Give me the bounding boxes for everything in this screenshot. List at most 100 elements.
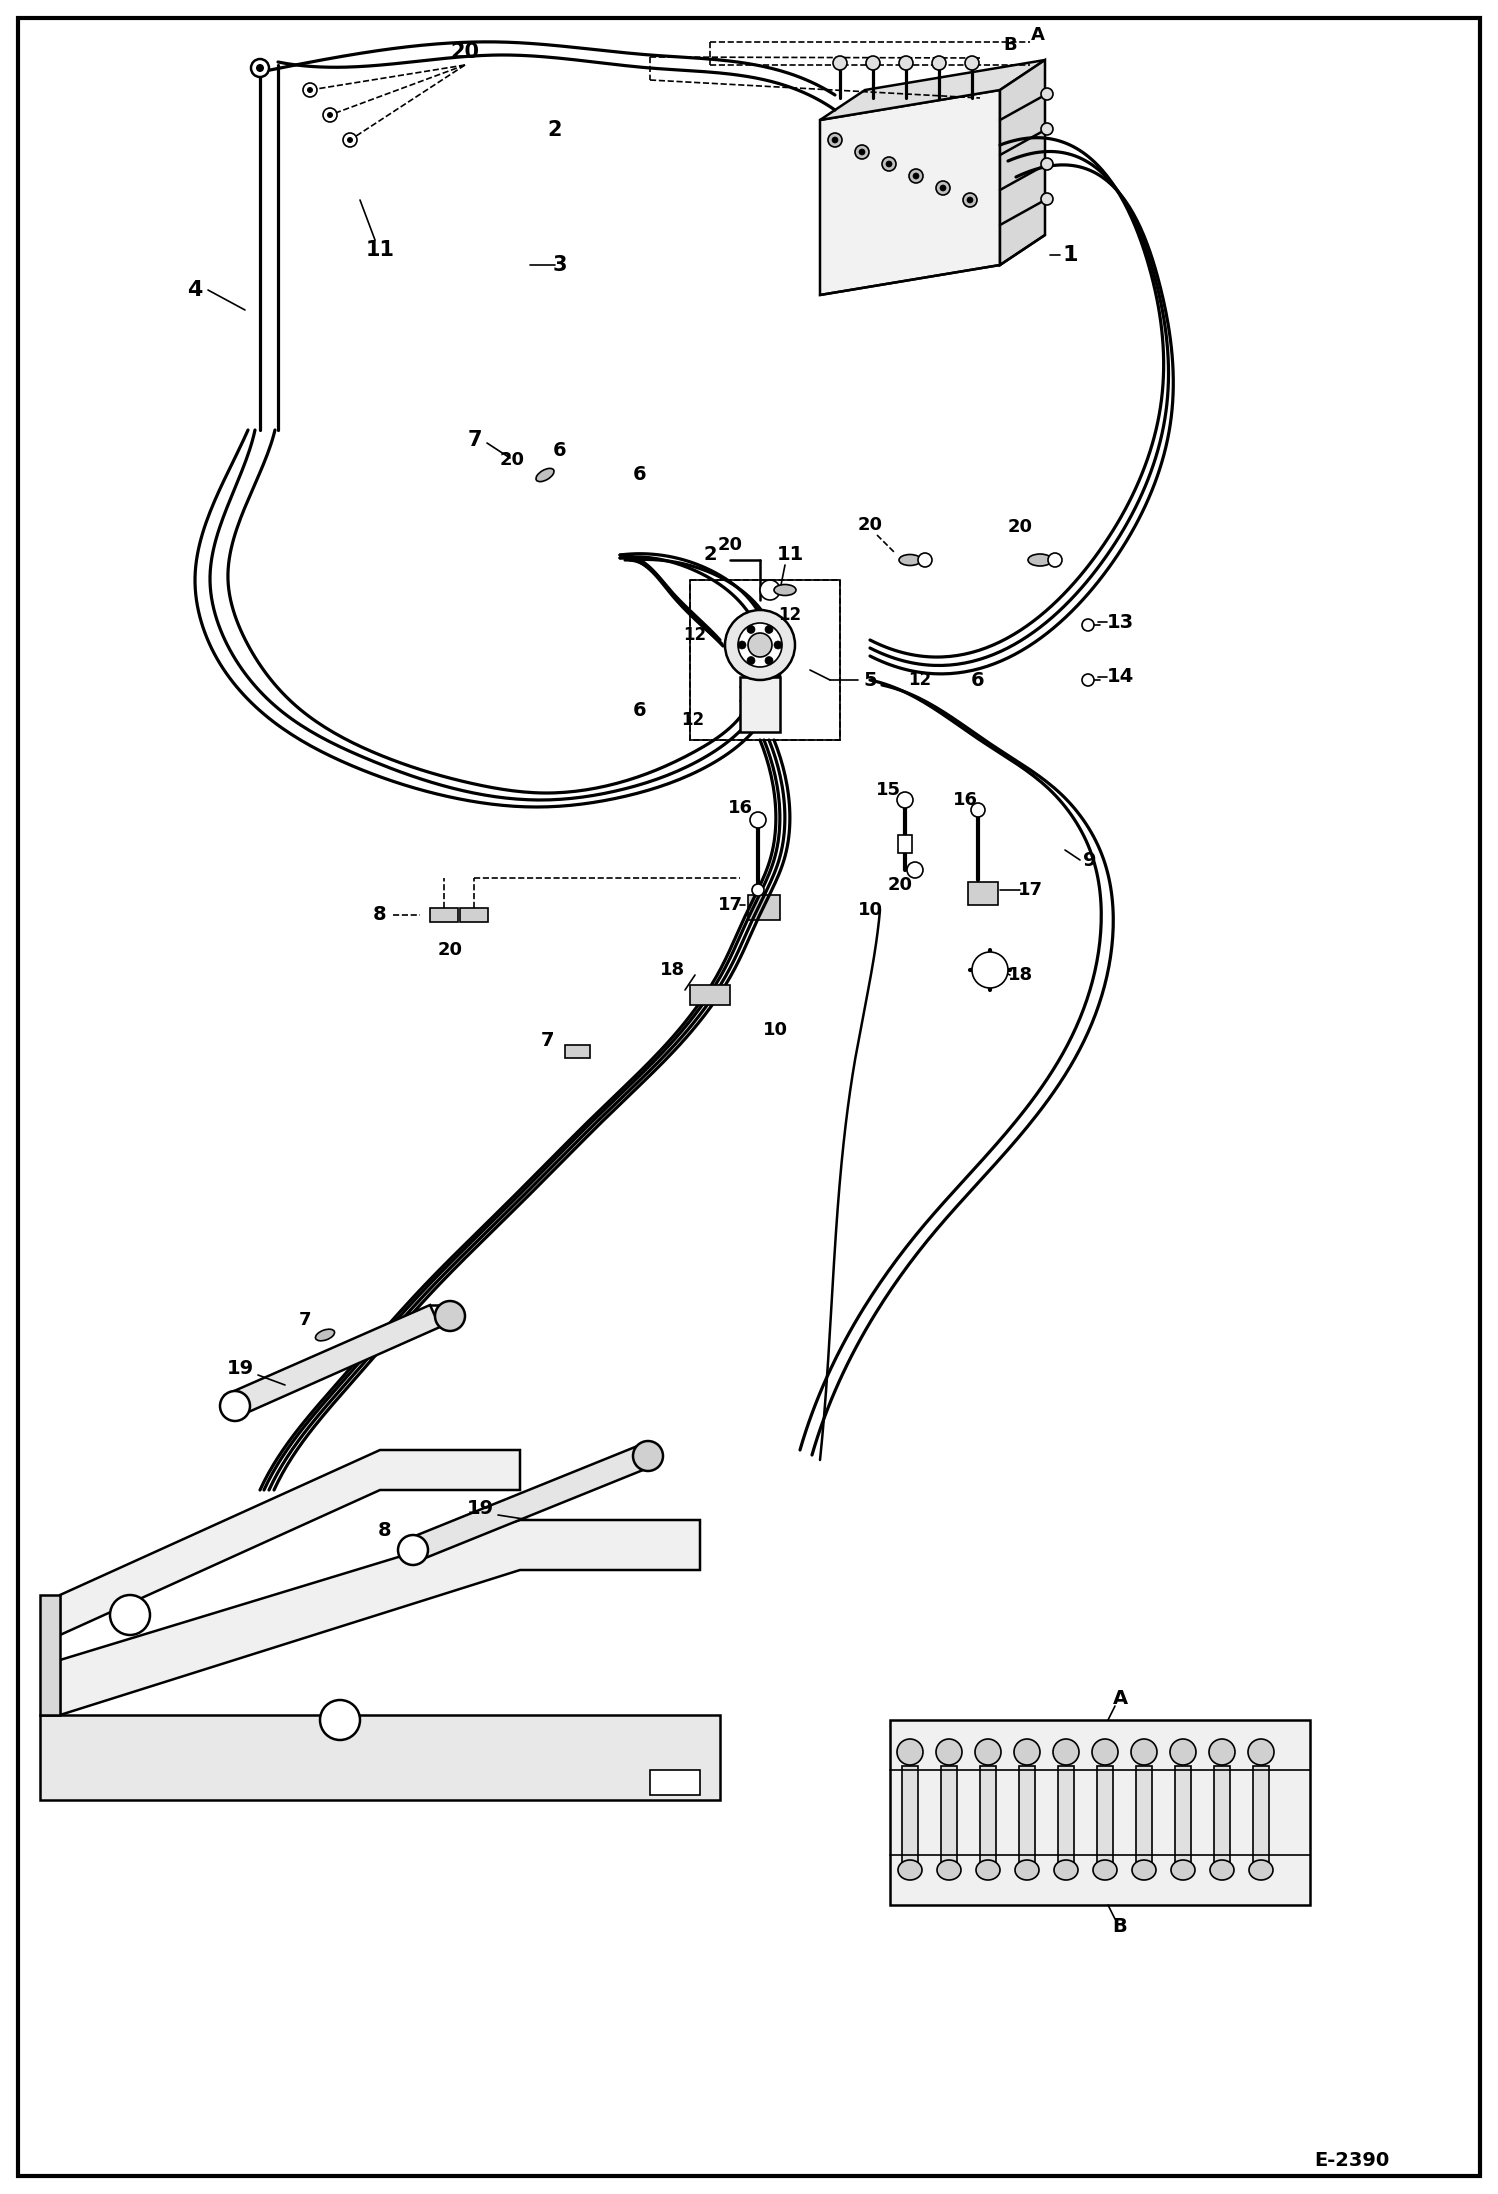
Text: 4: 4: [187, 281, 202, 301]
Circle shape: [765, 625, 773, 634]
Polygon shape: [890, 1720, 1309, 1904]
Text: 1: 1: [1062, 246, 1077, 265]
Text: 20: 20: [499, 452, 524, 470]
Circle shape: [971, 803, 986, 816]
Polygon shape: [565, 1044, 590, 1058]
Polygon shape: [748, 895, 780, 919]
Circle shape: [897, 792, 912, 807]
Bar: [1019, 1766, 1035, 1869]
Circle shape: [972, 952, 1008, 987]
Circle shape: [303, 83, 318, 97]
Circle shape: [858, 149, 864, 156]
Circle shape: [634, 1441, 664, 1470]
Circle shape: [739, 641, 746, 649]
Circle shape: [321, 1700, 360, 1740]
Text: 5: 5: [863, 671, 876, 689]
Circle shape: [1041, 123, 1053, 136]
Circle shape: [725, 610, 795, 680]
Text: 19: 19: [226, 1358, 253, 1378]
Circle shape: [936, 180, 950, 195]
Text: B: B: [1113, 1918, 1128, 1937]
Polygon shape: [60, 1520, 700, 1716]
Text: 7: 7: [541, 1031, 554, 1049]
Text: 7: 7: [298, 1312, 312, 1330]
Circle shape: [752, 884, 764, 895]
Bar: [1213, 1766, 1230, 1869]
Text: A: A: [1031, 26, 1046, 44]
Text: 12: 12: [779, 606, 801, 623]
Circle shape: [750, 812, 765, 827]
Polygon shape: [225, 1305, 440, 1417]
Circle shape: [975, 1740, 1001, 1764]
Circle shape: [963, 193, 977, 206]
Circle shape: [748, 625, 755, 634]
Polygon shape: [40, 1716, 721, 1799]
Text: 20: 20: [857, 516, 882, 533]
Bar: [1097, 1766, 1113, 1869]
Text: B: B: [1004, 35, 1017, 55]
Bar: [650, 1771, 700, 1795]
Circle shape: [833, 57, 846, 70]
Text: 12: 12: [683, 625, 707, 645]
Text: 17: 17: [718, 895, 743, 915]
Text: 19: 19: [466, 1499, 493, 1518]
Bar: [460, 908, 488, 921]
Text: 18: 18: [659, 961, 685, 979]
Bar: [1252, 1766, 1269, 1869]
Polygon shape: [1001, 59, 1046, 265]
Text: 20: 20: [451, 42, 479, 61]
Circle shape: [1082, 619, 1094, 632]
Circle shape: [1041, 158, 1053, 169]
Circle shape: [941, 184, 947, 191]
Circle shape: [897, 1740, 923, 1764]
Bar: [430, 908, 458, 921]
Circle shape: [1248, 1740, 1273, 1764]
Text: 15: 15: [875, 781, 900, 799]
Text: 11: 11: [776, 546, 803, 564]
Circle shape: [932, 57, 947, 70]
Text: 18: 18: [1008, 965, 1032, 983]
Polygon shape: [819, 90, 1001, 294]
Text: 12: 12: [682, 711, 704, 728]
Circle shape: [220, 1391, 250, 1422]
Ellipse shape: [1210, 1861, 1234, 1880]
Circle shape: [909, 169, 923, 182]
Bar: [897, 836, 912, 853]
Polygon shape: [40, 1595, 60, 1716]
Circle shape: [739, 623, 782, 667]
Circle shape: [759, 579, 780, 599]
Text: 6: 6: [634, 465, 647, 485]
Text: 2: 2: [703, 546, 718, 564]
Ellipse shape: [1249, 1861, 1273, 1880]
Circle shape: [885, 160, 891, 167]
Circle shape: [882, 158, 896, 171]
Circle shape: [327, 112, 333, 118]
Ellipse shape: [1171, 1861, 1195, 1880]
Circle shape: [1082, 674, 1094, 687]
Bar: [1174, 1766, 1191, 1869]
Ellipse shape: [938, 1861, 962, 1880]
Circle shape: [855, 145, 869, 158]
Ellipse shape: [536, 467, 554, 483]
Text: E-2390: E-2390: [1315, 2150, 1390, 2170]
Circle shape: [1053, 1740, 1079, 1764]
Text: 6: 6: [971, 671, 984, 689]
Ellipse shape: [1016, 1861, 1040, 1880]
Circle shape: [936, 1740, 962, 1764]
Ellipse shape: [316, 1330, 334, 1341]
Bar: [902, 1766, 918, 1869]
Bar: [1058, 1766, 1074, 1869]
Circle shape: [765, 656, 773, 665]
Bar: [740, 678, 780, 733]
Polygon shape: [819, 59, 1046, 121]
Text: 8: 8: [373, 906, 386, 924]
Ellipse shape: [977, 1861, 1001, 1880]
Circle shape: [899, 57, 912, 70]
Circle shape: [1049, 553, 1062, 566]
Polygon shape: [691, 985, 730, 1005]
Polygon shape: [404, 1446, 649, 1562]
Circle shape: [398, 1536, 428, 1564]
Text: 12: 12: [908, 671, 932, 689]
Text: 2: 2: [548, 121, 562, 140]
Text: 16: 16: [728, 799, 752, 816]
